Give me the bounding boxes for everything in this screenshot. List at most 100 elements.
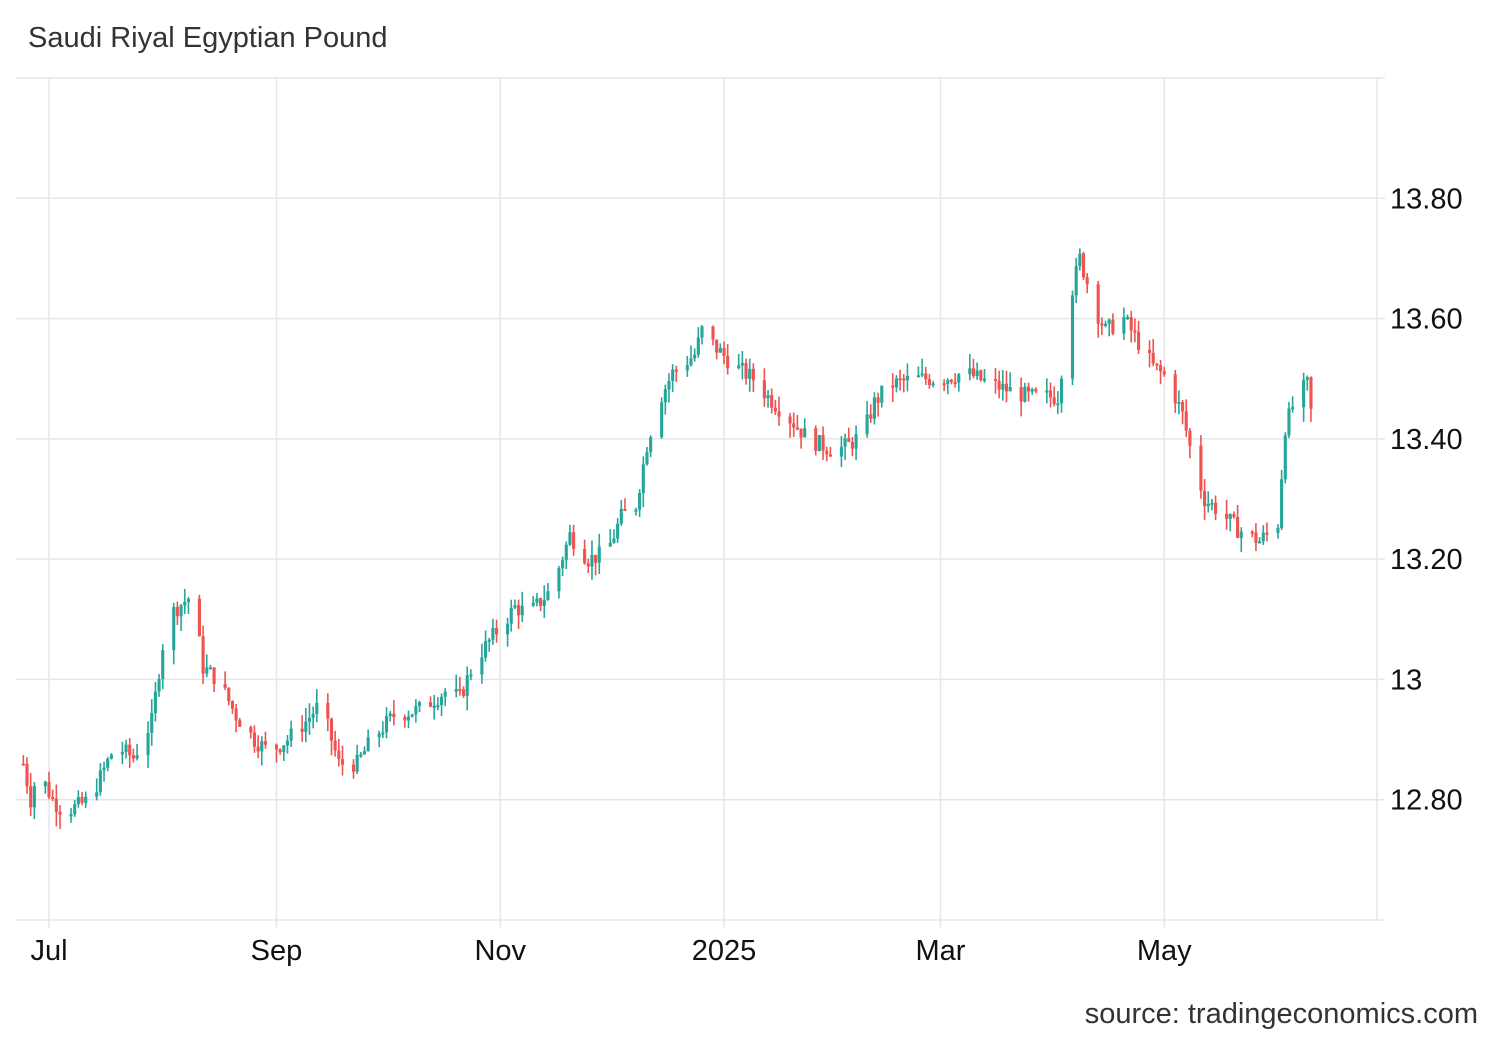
candle-up bbox=[612, 538, 616, 543]
candle-down bbox=[850, 441, 854, 449]
candle-up bbox=[146, 732, 150, 756]
candle-up bbox=[1261, 532, 1265, 542]
x-tick-label: May bbox=[1137, 935, 1192, 967]
candle-down bbox=[1019, 387, 1023, 402]
candle-down bbox=[403, 717, 407, 721]
candle-down bbox=[25, 763, 29, 787]
candle-down bbox=[21, 763, 25, 766]
candle-up bbox=[436, 705, 440, 708]
candle-down bbox=[869, 414, 873, 419]
candle-up bbox=[766, 395, 770, 399]
candle-up bbox=[487, 639, 491, 642]
candle-down bbox=[927, 379, 932, 386]
x-tick-label: Nov bbox=[474, 935, 526, 967]
candle-down bbox=[979, 370, 983, 380]
candle-up bbox=[384, 716, 389, 733]
candle-down bbox=[1173, 374, 1177, 404]
x-tick-label: Sep bbox=[251, 935, 303, 967]
candle-up bbox=[480, 657, 484, 675]
candle-up bbox=[748, 368, 752, 379]
candle-down bbox=[902, 378, 906, 381]
candle-up bbox=[667, 380, 671, 390]
candle-up bbox=[106, 758, 110, 768]
candle-up bbox=[946, 379, 950, 384]
y-tick-label: 13.80 bbox=[1390, 183, 1463, 215]
candle-down bbox=[1052, 397, 1056, 405]
candle-down bbox=[572, 532, 576, 549]
candle-up bbox=[410, 714, 414, 717]
candle-up bbox=[660, 402, 664, 438]
candle-down bbox=[788, 416, 792, 424]
candle-down bbox=[249, 726, 253, 733]
candle-down bbox=[1265, 532, 1269, 535]
x-tick-label: Jul bbox=[30, 935, 67, 967]
candle-down bbox=[227, 687, 231, 702]
candle-up bbox=[718, 348, 722, 353]
candle-down bbox=[1147, 349, 1152, 353]
candle-up bbox=[443, 691, 447, 697]
candle-up bbox=[260, 741, 264, 752]
candle-down bbox=[814, 428, 818, 451]
candle-up bbox=[561, 560, 565, 569]
candle-down bbox=[1096, 284, 1100, 324]
candle-down bbox=[1225, 513, 1229, 519]
candle-down bbox=[333, 740, 337, 751]
candle-down bbox=[392, 713, 396, 718]
candle-down bbox=[230, 701, 234, 709]
candle-down bbox=[223, 683, 227, 688]
candle-up bbox=[1228, 514, 1232, 519]
candle-down bbox=[891, 385, 895, 388]
candles bbox=[21, 248, 1313, 829]
candle-up bbox=[95, 792, 99, 797]
candle-up bbox=[1291, 407, 1295, 410]
candle-up bbox=[509, 607, 513, 624]
candle-down bbox=[1111, 319, 1115, 334]
y-tick-label: 13 bbox=[1390, 664, 1422, 696]
candle-up bbox=[1045, 390, 1049, 393]
candle-down bbox=[949, 379, 954, 382]
candle-down bbox=[1159, 365, 1163, 372]
candle-down bbox=[825, 450, 829, 455]
candle-up bbox=[803, 428, 807, 438]
candle-up bbox=[406, 716, 411, 721]
candle-up bbox=[531, 602, 535, 606]
candle-down bbox=[777, 411, 781, 417]
candle-up bbox=[568, 532, 572, 545]
candle-down bbox=[80, 796, 84, 803]
candle-up bbox=[43, 781, 47, 787]
candle-up bbox=[520, 605, 524, 616]
candle-up bbox=[1125, 316, 1130, 319]
candle-down bbox=[924, 373, 928, 380]
candle-up bbox=[1056, 403, 1060, 406]
candle-up bbox=[920, 373, 924, 376]
candle-down bbox=[263, 741, 268, 745]
candle-down bbox=[997, 380, 1001, 390]
candle-up bbox=[968, 368, 972, 375]
candle-up bbox=[1280, 479, 1284, 528]
candle-up bbox=[513, 605, 517, 608]
candle-down bbox=[1188, 430, 1192, 446]
y-tick-label: 13.40 bbox=[1390, 424, 1463, 456]
candle-up bbox=[1059, 378, 1064, 404]
candle-down bbox=[1100, 323, 1104, 326]
candle-down bbox=[744, 363, 748, 379]
candle-down bbox=[583, 548, 587, 564]
candle-down bbox=[1155, 363, 1159, 366]
y-axis: 12.80 13 13.20 13.40 13.60 13.80 bbox=[1390, 183, 1463, 816]
candle-up bbox=[1258, 541, 1262, 544]
candle-up bbox=[506, 623, 510, 635]
candle-down bbox=[1004, 383, 1009, 392]
candle-down bbox=[340, 759, 345, 765]
candle-up bbox=[546, 591, 550, 600]
candle-up bbox=[465, 675, 469, 696]
grid-lines bbox=[16, 78, 1385, 928]
candle-down bbox=[278, 749, 282, 752]
candle-down bbox=[1199, 445, 1203, 491]
candle-down bbox=[586, 563, 590, 567]
candle-down bbox=[876, 397, 880, 403]
y-tick-label: 13.20 bbox=[1390, 544, 1463, 576]
candle-up bbox=[124, 744, 128, 752]
candle-down bbox=[1232, 514, 1236, 517]
candle-up bbox=[183, 602, 187, 606]
candle-down bbox=[29, 786, 33, 808]
